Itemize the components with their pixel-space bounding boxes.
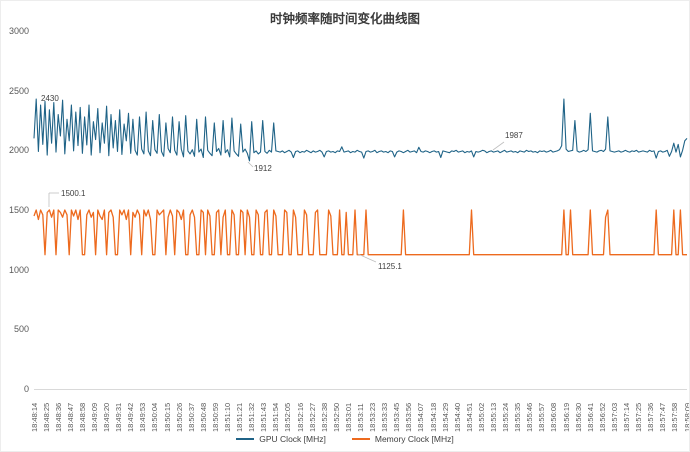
y-tick-label: 1000 — [8, 264, 29, 275]
y-tick-label: 500 — [13, 324, 29, 335]
gpu-clock-legend-marker — [236, 438, 255, 440]
memory-clock-legend-label: Memory Clock [MHz] — [374, 434, 454, 444]
data-label-1912: 1912 — [254, 164, 272, 173]
data-label-1125.1: 1125.1 — [378, 262, 402, 271]
y-tick-label: 2000 — [8, 145, 29, 156]
gpu-clock-line — [33, 98, 688, 162]
data-label-2430: 2430 — [41, 94, 59, 103]
x-axis-line — [34, 389, 687, 390]
chart-title: 时钟频率随时间变化曲线图 — [269, 12, 420, 26]
legend-item-gpu-clock: GPU Clock [MHz] — [236, 434, 326, 444]
annotation-callout-line — [492, 141, 505, 151]
annotation-callout-line — [357, 253, 377, 263]
y-tick-label: 0 — [23, 384, 29, 394]
memory-clock-line — [33, 209, 687, 256]
gpu-clock-legend-label: GPU Clock [MHz] — [259, 434, 326, 444]
legend-item-memory-clock: Memory Clock [MHz] — [351, 434, 454, 444]
memory-clock-legend-marker — [351, 438, 370, 440]
y-tick-label: 2500 — [8, 85, 29, 96]
y-tick-label: 3000 — [8, 26, 29, 36]
y-tick-label: 1500 — [8, 205, 29, 215]
data-label-1987: 1987 — [505, 131, 523, 140]
data-label-1500.1: 1500.1 — [61, 189, 86, 198]
annotation-callout-line — [247, 161, 254, 168]
legend: GPU Clock [MHz] Memory Clock [MHz] — [1, 434, 689, 444]
